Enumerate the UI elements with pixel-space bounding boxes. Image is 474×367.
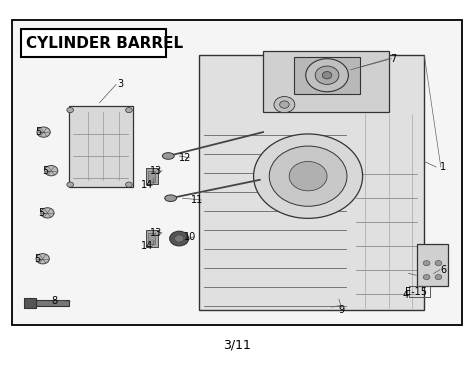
Text: 11: 11 xyxy=(191,195,203,205)
Bar xyxy=(146,168,158,184)
Circle shape xyxy=(45,166,58,176)
Circle shape xyxy=(423,261,430,266)
Text: 13: 13 xyxy=(150,228,163,238)
Text: 12: 12 xyxy=(179,153,191,163)
Circle shape xyxy=(289,161,327,191)
Text: 8: 8 xyxy=(52,296,57,306)
Text: 14: 14 xyxy=(141,180,153,190)
Circle shape xyxy=(126,108,132,113)
Circle shape xyxy=(37,127,50,137)
Bar xyxy=(24,298,36,308)
Circle shape xyxy=(315,66,339,84)
Ellipse shape xyxy=(162,153,174,159)
Bar xyxy=(36,300,69,306)
Circle shape xyxy=(306,59,348,92)
Circle shape xyxy=(67,182,73,187)
Bar xyxy=(21,29,166,57)
Circle shape xyxy=(67,108,73,113)
Text: 9: 9 xyxy=(338,305,344,315)
Text: 13: 13 xyxy=(150,166,163,176)
Bar xyxy=(199,55,424,310)
Text: 3/11: 3/11 xyxy=(223,338,251,352)
Circle shape xyxy=(435,275,442,280)
Bar xyxy=(417,244,448,286)
Bar xyxy=(263,51,389,112)
Circle shape xyxy=(280,101,289,108)
Text: 6: 6 xyxy=(440,265,446,275)
Text: 5: 5 xyxy=(38,208,45,218)
Text: 5: 5 xyxy=(35,127,41,137)
Text: 4: 4 xyxy=(402,290,408,301)
Bar xyxy=(148,171,155,182)
Circle shape xyxy=(126,182,132,187)
Circle shape xyxy=(274,97,295,113)
Bar xyxy=(148,233,155,244)
Circle shape xyxy=(423,275,430,280)
Circle shape xyxy=(36,254,49,264)
Circle shape xyxy=(174,235,184,242)
Circle shape xyxy=(269,146,347,206)
Text: 5: 5 xyxy=(42,166,48,176)
Ellipse shape xyxy=(164,195,176,201)
Text: 10: 10 xyxy=(183,232,196,242)
Text: 3: 3 xyxy=(118,79,124,90)
Bar xyxy=(146,230,158,247)
Circle shape xyxy=(170,231,189,246)
Circle shape xyxy=(41,208,54,218)
Bar xyxy=(69,106,133,187)
Text: 5: 5 xyxy=(34,254,40,264)
Text: 14: 14 xyxy=(141,241,153,251)
Text: 1: 1 xyxy=(440,162,446,172)
Text: CYLINDER BARREL: CYLINDER BARREL xyxy=(26,36,183,51)
Bar xyxy=(294,57,360,94)
Circle shape xyxy=(322,72,332,79)
Bar xyxy=(409,286,430,297)
Circle shape xyxy=(435,261,442,266)
Text: E-15: E-15 xyxy=(405,287,427,297)
Circle shape xyxy=(254,134,363,218)
Bar xyxy=(12,20,462,325)
Text: 7: 7 xyxy=(390,54,397,64)
